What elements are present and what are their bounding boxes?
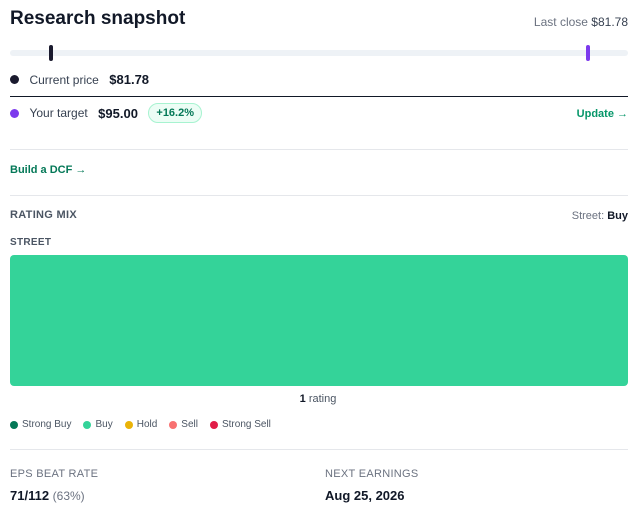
next-earnings-value: Aug 25, 2026 xyxy=(325,488,405,503)
rating-segment-buy xyxy=(10,255,628,386)
divider xyxy=(10,96,628,97)
legend-label: Strong Buy xyxy=(22,419,72,430)
target-price-row: Your target $95.00 +16.2% Update → xyxy=(10,103,628,127)
upside-badge: +16.2% xyxy=(148,103,203,123)
street-consensus-label: Street: xyxy=(571,210,605,222)
legend-label: Buy xyxy=(95,419,113,430)
legend-item-buy: Buy xyxy=(83,419,113,430)
snapshot-header: Research snapshot Last close $81.78 xyxy=(10,8,628,34)
eps-beat-pct: (63%) xyxy=(52,489,85,503)
divider xyxy=(10,149,628,150)
eps-beat-stat: EPS BEAT RATE 71/112 (63%) xyxy=(10,468,98,503)
current-price-value: $81.78 xyxy=(109,72,150,88)
legend-item-strong-buy: Strong Buy xyxy=(10,419,71,430)
build-dcf-link[interactable]: Build a DCF → xyxy=(10,164,87,176)
target-price-dot-icon xyxy=(10,108,19,118)
legend-item-sell: Sell xyxy=(169,419,198,430)
legend-label: Sell xyxy=(181,419,198,430)
divider xyxy=(10,449,628,450)
next-earnings-stat: NEXT EARNINGS Aug 25, 2026 xyxy=(325,468,419,503)
last-close-label: Last close xyxy=(533,15,588,29)
current-price-dot-icon xyxy=(10,75,19,85)
legend-dot-icon xyxy=(209,420,218,429)
legend-dot-icon xyxy=(10,420,18,429)
rating-mix-title: RATING MIX xyxy=(10,209,77,221)
rating-count-suffix: rating xyxy=(308,393,337,405)
target-price-marker[interactable] xyxy=(585,45,590,61)
rating-mix-bar xyxy=(10,255,628,386)
target-price-value: $95.00 xyxy=(98,105,138,121)
rating-legend: Strong Buy Buy Hold Sell Strong Sell xyxy=(10,419,283,433)
eps-beat-label: EPS BEAT RATE xyxy=(10,468,99,480)
street-consensus: Street: Buy xyxy=(572,210,628,222)
divider xyxy=(10,195,628,196)
last-close-value: $81.78 xyxy=(591,15,628,29)
next-earnings-label: NEXT EARNINGS xyxy=(325,468,419,480)
rating-count-value: 1 xyxy=(299,393,306,405)
legend-label: Strong Sell xyxy=(221,419,271,430)
current-price-row: Current price $81.78 xyxy=(10,71,628,91)
street-consensus-value: Buy xyxy=(607,210,628,222)
price-range-track xyxy=(10,50,628,56)
legend-label: Hold xyxy=(136,419,158,430)
current-price-marker xyxy=(49,45,54,61)
street-subtitle: STREET xyxy=(10,237,52,248)
legend-item-hold: Hold xyxy=(124,419,158,430)
legend-dot-icon xyxy=(124,420,133,429)
legend-item-strong-sell: Strong Sell xyxy=(209,419,271,430)
current-price-label: Current price xyxy=(29,72,99,87)
eps-beat-value-row: 71/112 (63%) xyxy=(10,488,98,503)
update-target-link[interactable]: Update → xyxy=(576,108,628,120)
page-title: Research snapshot xyxy=(10,8,186,29)
eps-beat-value: 71/112 xyxy=(10,488,50,503)
target-price-label: Your target xyxy=(29,106,88,120)
last-close: Last close $81.78 xyxy=(534,15,628,29)
rating-count: 1 rating xyxy=(0,393,636,405)
legend-dot-icon xyxy=(83,420,92,429)
legend-dot-icon xyxy=(169,420,178,429)
